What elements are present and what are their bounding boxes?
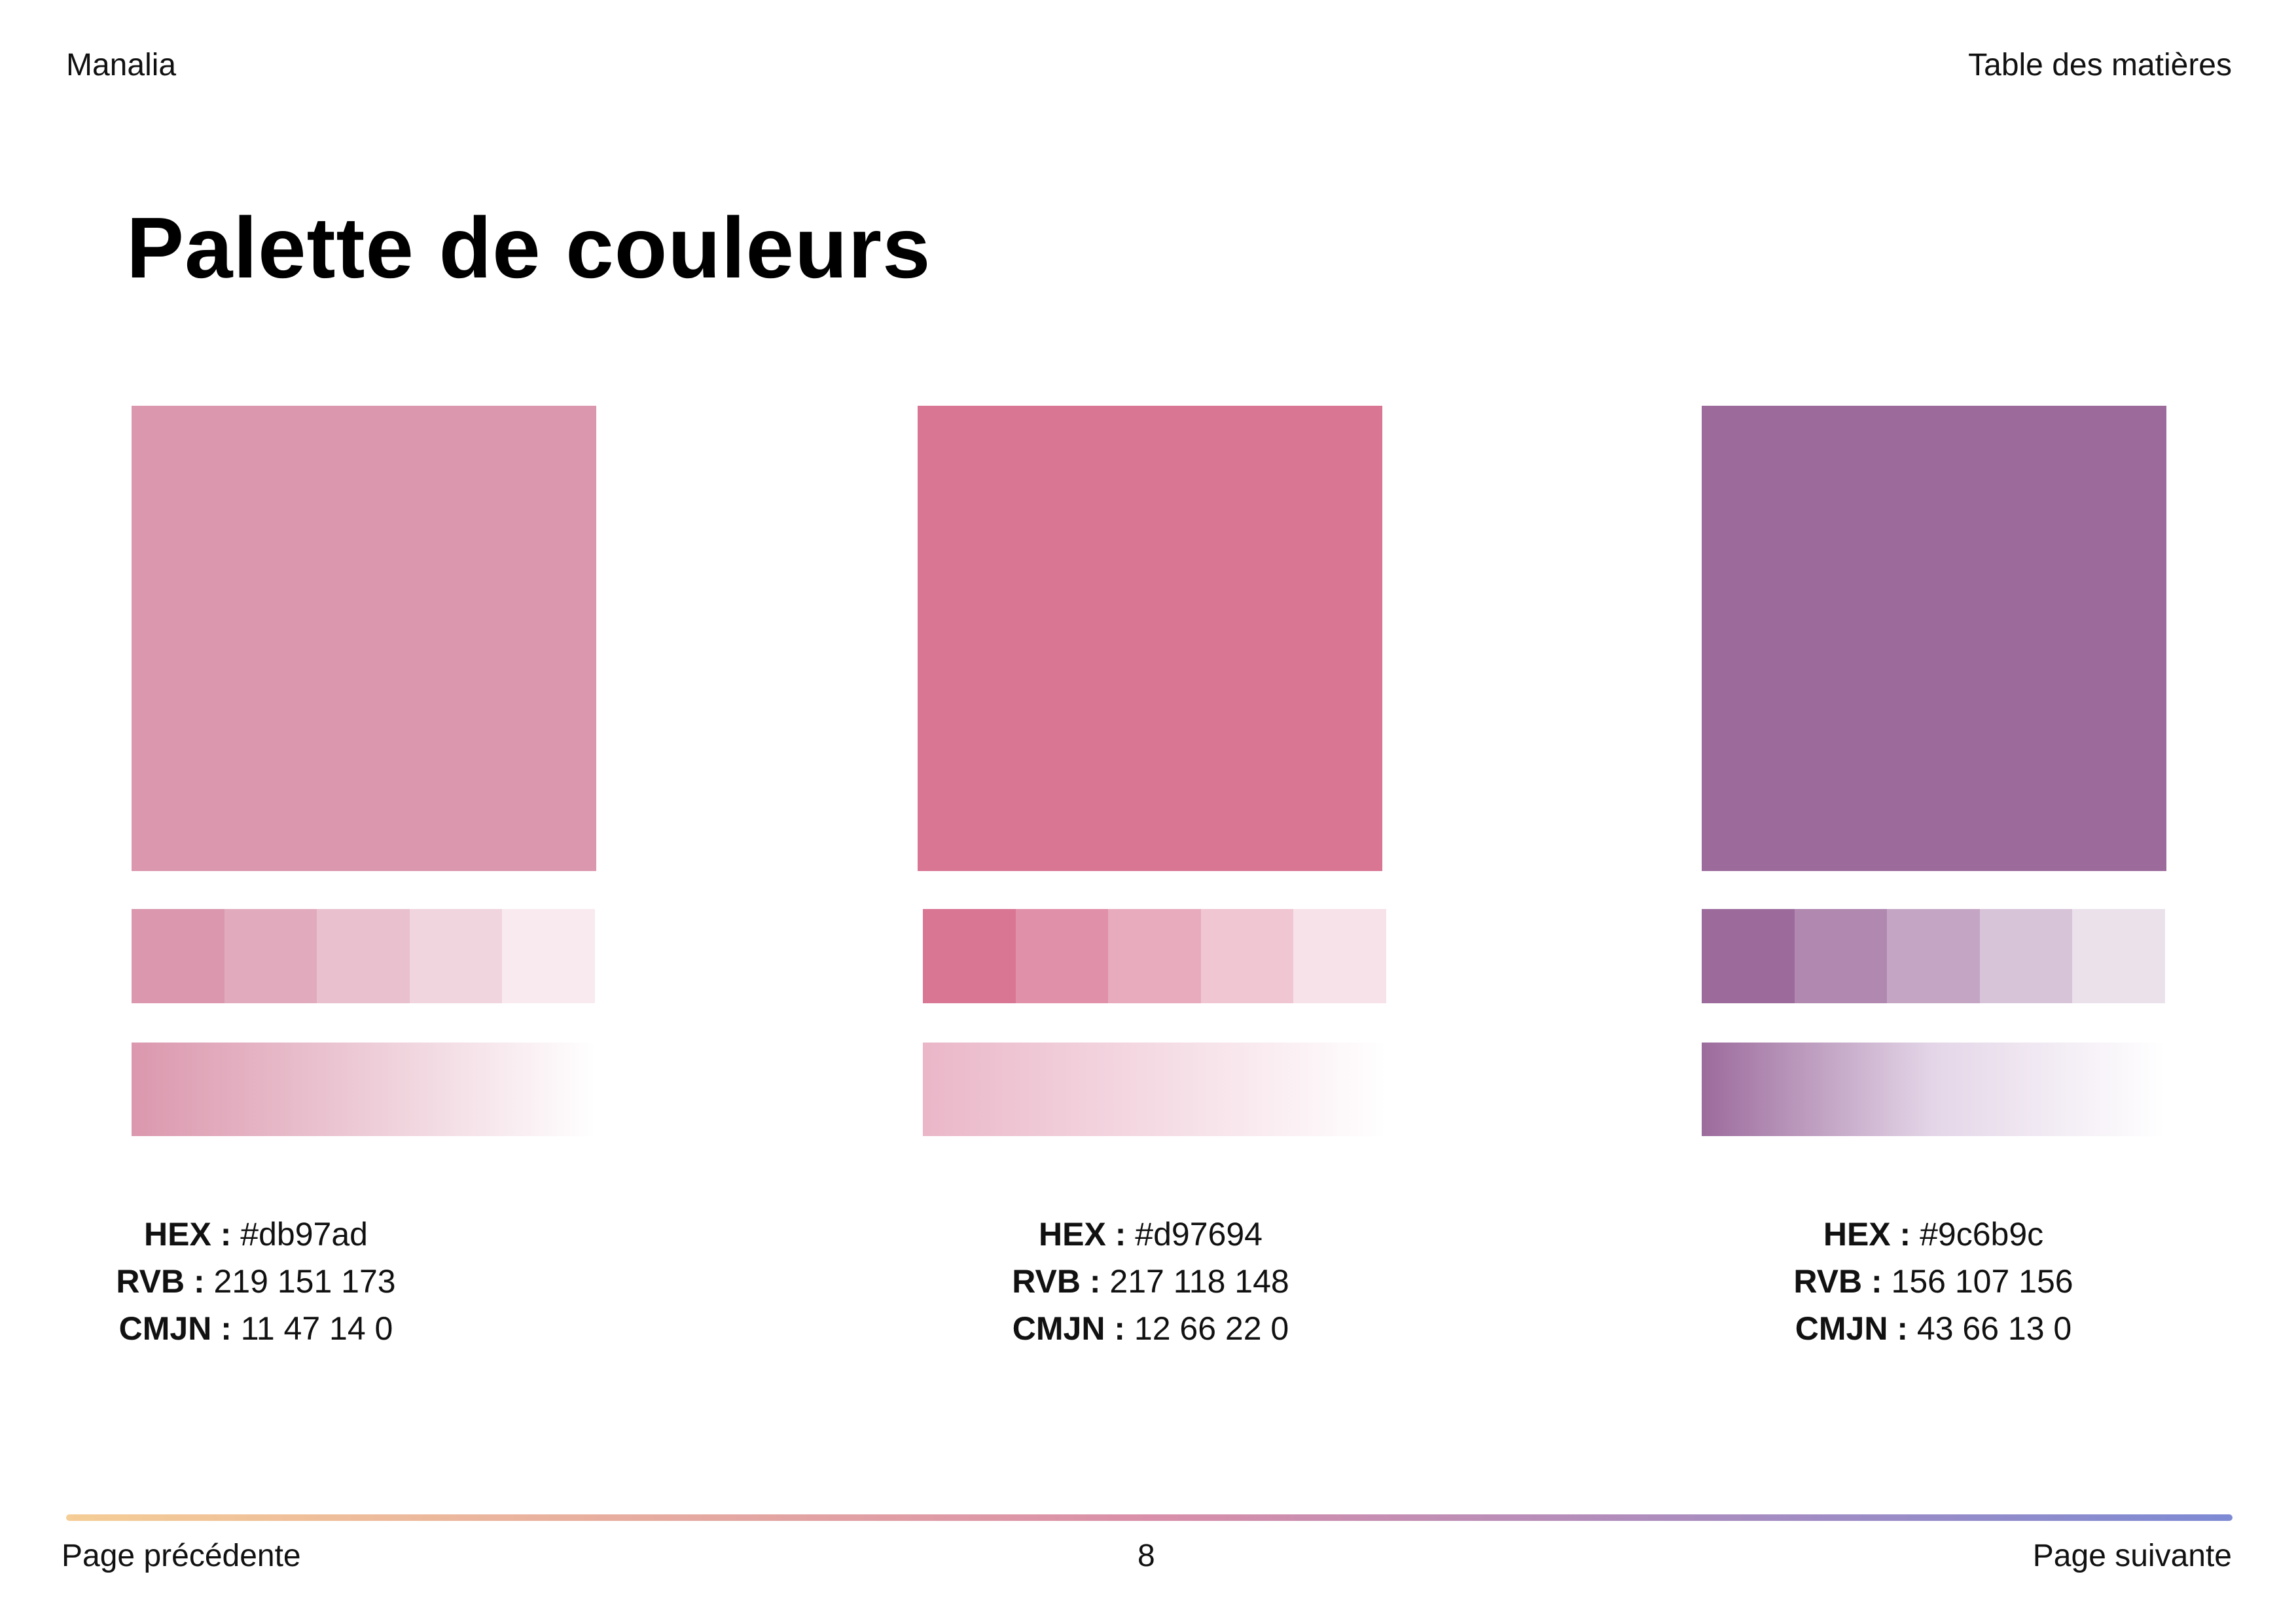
- rvb-value: 217 118 148: [1109, 1263, 1289, 1300]
- hex-line: HEX : #9c6b9c: [1698, 1211, 2169, 1258]
- color-card-2: HEX : #d97694 RVB : 217 118 148 CMJN : 1…: [918, 406, 1389, 1387]
- cmjn-value: 11 47 14 0: [240, 1310, 393, 1347]
- rvb-line: RVB : 217 118 148: [915, 1258, 1386, 1305]
- color-card-1: HEX : #db97ad RVB : 219 151 173 CMJN : 1…: [116, 406, 603, 1387]
- rvb-line: RVB : 156 107 156: [1698, 1258, 2169, 1305]
- next-page-link[interactable]: Page suivante: [2032, 1539, 2232, 1573]
- tint-swatch-3: [1108, 909, 1201, 1003]
- cmjn-label: CMJN :: [1012, 1310, 1125, 1347]
- tint-strip: [1702, 909, 2165, 1003]
- tint-swatch-2: [224, 909, 317, 1003]
- color-codes: HEX : #9c6b9c RVB : 156 107 156 CMJN : 4…: [1698, 1211, 2169, 1352]
- main-swatch: [1702, 406, 2166, 871]
- footer-divider: [66, 1514, 2233, 1521]
- tint-strip: [923, 909, 1386, 1003]
- hex-label: HEX :: [1823, 1216, 1911, 1253]
- rvb-value: 156 107 156: [1891, 1263, 2073, 1300]
- gradient-bar: [132, 1043, 595, 1136]
- rvb-label: RVB :: [1793, 1263, 1882, 1300]
- tint-swatch-4: [1200, 909, 1294, 1003]
- tint-swatch-5: [2072, 909, 2165, 1003]
- hex-value: #d97694: [1135, 1216, 1263, 1253]
- tint-swatch-2: [1794, 909, 1888, 1003]
- table-of-contents-link[interactable]: Table des matières: [1968, 48, 2232, 82]
- tint-swatch-3: [1887, 909, 1980, 1003]
- rvb-line: RVB : 219 151 173: [20, 1258, 492, 1305]
- main-swatch: [918, 406, 1382, 871]
- previous-page-link[interactable]: Page précédente: [62, 1539, 301, 1573]
- brand-name: Manalia: [66, 48, 177, 82]
- tint-swatch-4: [1979, 909, 2073, 1003]
- tint-swatch-1: [923, 909, 1016, 1003]
- tint-swatch-5: [1293, 909, 1386, 1003]
- gradient-bar: [1702, 1043, 2165, 1136]
- rvb-label: RVB :: [116, 1263, 205, 1300]
- tint-swatch-4: [409, 909, 503, 1003]
- color-codes: HEX : #db97ad RVB : 219 151 173 CMJN : 1…: [20, 1211, 492, 1352]
- cmjn-line: CMJN : 12 66 22 0: [915, 1305, 1386, 1352]
- hex-line: HEX : #d97694: [915, 1211, 1386, 1258]
- main-swatch: [132, 406, 596, 871]
- color-codes: HEX : #d97694 RVB : 217 118 148 CMJN : 1…: [915, 1211, 1386, 1352]
- rvb-value: 219 151 173: [213, 1263, 396, 1300]
- hex-label: HEX :: [144, 1216, 232, 1253]
- tint-swatch-2: [1015, 909, 1109, 1003]
- page-number: 8: [1138, 1539, 1155, 1573]
- hex-value: #db97ad: [240, 1216, 368, 1253]
- hex-label: HEX :: [1039, 1216, 1126, 1253]
- gradient-bar: [923, 1043, 1386, 1136]
- page-title: Palette de couleurs: [126, 200, 931, 296]
- color-card-3: HEX : #9c6b9c RVB : 156 107 156 CMJN : 4…: [1702, 406, 2173, 1387]
- tint-strip: [132, 909, 595, 1003]
- rvb-label: RVB :: [1012, 1263, 1101, 1300]
- cmjn-line: CMJN : 43 66 13 0: [1698, 1305, 2169, 1352]
- tint-swatch-1: [132, 909, 224, 1003]
- tint-swatch-3: [317, 909, 410, 1003]
- cmjn-line: CMJN : 11 47 14 0: [20, 1305, 492, 1352]
- tint-swatch-1: [1702, 909, 1795, 1003]
- cmjn-value: 12 66 22 0: [1134, 1310, 1289, 1347]
- hex-value: #9c6b9c: [1920, 1216, 2044, 1253]
- cmjn-label: CMJN :: [118, 1310, 232, 1347]
- tint-swatch-5: [502, 909, 595, 1003]
- cmjn-value: 43 66 13 0: [1916, 1310, 2072, 1347]
- cmjn-label: CMJN :: [1795, 1310, 1908, 1347]
- hex-line: HEX : #db97ad: [20, 1211, 492, 1258]
